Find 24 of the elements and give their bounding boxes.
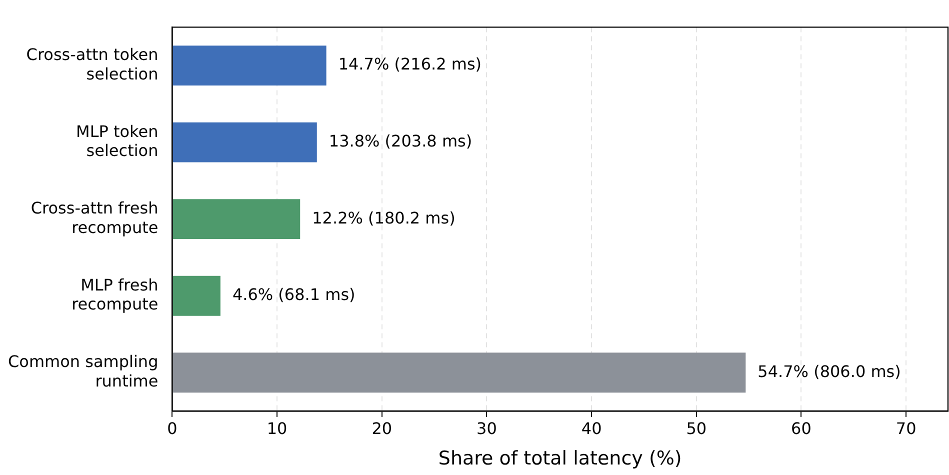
x-tick-label: 30 bbox=[476, 418, 497, 438]
bar bbox=[172, 122, 317, 162]
bar bbox=[172, 46, 326, 86]
y-tick-label: MLP token selection bbox=[76, 122, 158, 160]
data-label: 4.6% (68.1 ms) bbox=[232, 285, 356, 304]
data-label: 54.7% (806.0 ms) bbox=[758, 362, 901, 381]
x-tick-label: 40 bbox=[581, 418, 602, 438]
x-tick-label: 70 bbox=[896, 418, 916, 438]
y-tick-label: Common sampling runtime bbox=[8, 352, 158, 390]
bar bbox=[172, 199, 300, 240]
bar bbox=[172, 352, 746, 393]
x-tick-label: 10 bbox=[266, 418, 288, 438]
bar bbox=[172, 276, 220, 316]
y-tick-label: MLP fresh recompute bbox=[72, 275, 158, 314]
y-tick-label: Cross-attn fresh recompute bbox=[30, 198, 158, 237]
data-label: 12.2% (180.2 ms) bbox=[312, 208, 456, 228]
data-label: 13.8% (203.8 ms) bbox=[328, 131, 472, 150]
x-axis-title: Share of total latency (%) bbox=[438, 448, 682, 470]
x-tick-label: 50 bbox=[686, 418, 707, 438]
y-tick-label: Cross-attn token selection bbox=[26, 45, 158, 84]
x-tick-label: 0 bbox=[167, 418, 178, 438]
x-tick-label: 60 bbox=[791, 418, 812, 438]
data-label: 14.7% (216.2 ms) bbox=[338, 54, 482, 74]
x-tick-label: 20 bbox=[372, 418, 392, 438]
